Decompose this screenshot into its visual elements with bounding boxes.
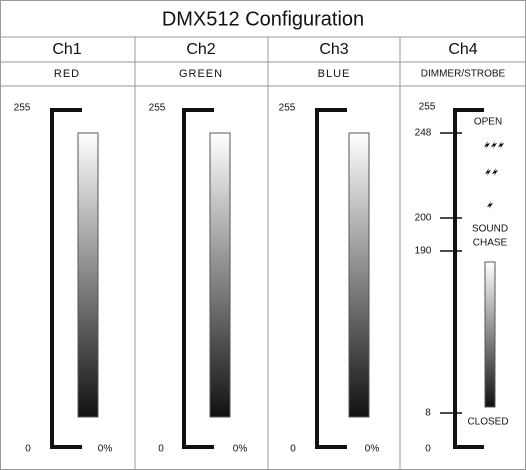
channel-function: BLUE xyxy=(318,68,351,80)
level-label: 190 xyxy=(415,246,432,257)
channel-name: Ch3 xyxy=(319,41,348,58)
percent-label: 0% xyxy=(98,444,113,455)
percent-label: 0% xyxy=(365,444,380,455)
channel-name: Ch4 xyxy=(448,41,477,58)
state-label: OPEN xyxy=(474,117,502,128)
min-label: 0 xyxy=(25,444,31,455)
gradient-bar xyxy=(348,132,370,418)
channel-name: Ch2 xyxy=(186,41,215,58)
state-label: SOUND xyxy=(472,224,508,235)
bracket xyxy=(182,108,214,449)
min-label: 0 xyxy=(290,444,296,455)
channel-function: GREEN xyxy=(179,68,223,80)
channel-function: DIMMER/STROBE xyxy=(421,69,506,80)
channel: Ch1 RED 255 0 0% xyxy=(14,41,113,454)
level-label: 200 xyxy=(415,213,432,224)
bracket xyxy=(453,108,484,449)
max-label: 255 xyxy=(14,103,31,114)
percent-label: 0% xyxy=(233,444,248,455)
strobe-icons xyxy=(484,141,504,209)
channel: Ch2 GREEN 255 0 0% xyxy=(149,41,248,454)
state-label: CLOSED xyxy=(467,417,508,428)
gradient-bar xyxy=(77,132,99,418)
max-label: 255 xyxy=(149,103,166,114)
level-label: 8 xyxy=(425,408,431,419)
channel: Ch4 DIMMER/STROBE 255 248 200 190 8 0 OP… xyxy=(415,41,509,454)
channel-function: RED xyxy=(54,68,80,80)
level-label: 255 xyxy=(419,102,436,113)
max-label: 255 xyxy=(279,103,296,114)
channel: Ch3 BLUE 255 0 0% xyxy=(279,41,380,454)
gradient-bar xyxy=(484,261,496,408)
level-label: 248 xyxy=(415,128,432,139)
bracket xyxy=(50,108,82,449)
channel-name: Ch1 xyxy=(52,41,81,58)
min-label: 0 xyxy=(158,444,164,455)
title: DMX512 Configuration xyxy=(162,8,364,30)
state-label: CHASE xyxy=(473,238,508,249)
bracket xyxy=(315,108,347,449)
gradient-bar xyxy=(209,132,231,418)
level-label: 0 xyxy=(425,444,431,455)
